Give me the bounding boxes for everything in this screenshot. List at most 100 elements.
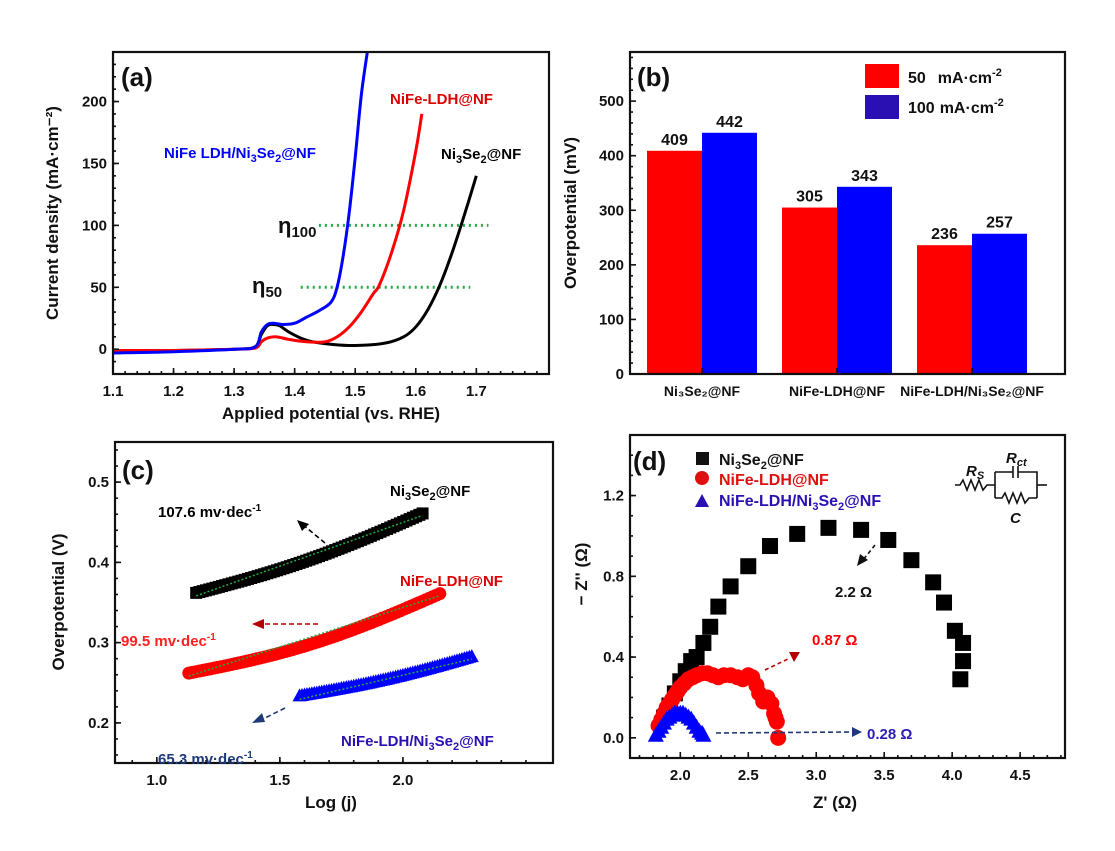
data-point bbox=[710, 598, 727, 615]
panel-c-tafel-plot: 1.0 1.5 2.0 0.2 0.3 0.4 0.5 (c) Log (j) Overp… bbox=[49, 440, 555, 812]
panel-b-y-label: Overpotential (mV) bbox=[561, 137, 580, 289]
x-tick-label: 1.0 bbox=[146, 772, 167, 789]
annotation-text: Se bbox=[257, 145, 275, 162]
y-tick-label: 0.0 bbox=[603, 730, 624, 747]
tafel-slope-ni3se2: 107.6 mv·dec-1 bbox=[158, 503, 262, 521]
legend-value: 50 bbox=[908, 70, 926, 87]
panel-a-y-label: Current density (mA·cm⁻²) bbox=[43, 106, 62, 320]
panel-a-annotation-nife: NiFe-LDH@NF bbox=[390, 91, 493, 108]
bar-1-0 bbox=[782, 207, 837, 374]
bar-2-0 bbox=[917, 245, 972, 374]
data-point bbox=[702, 618, 719, 635]
panel-d-label: (d) bbox=[633, 446, 666, 476]
annotation-sub: 3 bbox=[456, 154, 462, 166]
y-tick-label: 0 bbox=[99, 341, 107, 358]
bar-value-label: 409 bbox=[661, 132, 688, 149]
data-point bbox=[416, 507, 429, 520]
data-point bbox=[762, 538, 779, 555]
annotation-text: Se bbox=[435, 733, 453, 750]
linear-fit-line bbox=[195, 514, 423, 597]
y-tick-label: 0.8 bbox=[603, 568, 624, 585]
annotation-text: NiFe LDH/Ni bbox=[164, 145, 251, 162]
label-sub: ct bbox=[1017, 457, 1028, 469]
y-tick-label: 0.5 bbox=[88, 474, 109, 491]
annotation-text: Ni bbox=[441, 146, 456, 163]
y-tick-label: 400 bbox=[599, 148, 624, 165]
x-tick-label: 4.0 bbox=[942, 767, 963, 784]
series-line-nife-ldh-ni3se2-nf bbox=[113, 52, 369, 355]
panel-d-x-axis: 2.0 2.5 3.0 3.5 4.0 4.5 bbox=[638, 752, 1062, 784]
legend-sub: 3 bbox=[812, 501, 818, 513]
y-tick-label: 100 bbox=[82, 217, 107, 234]
panel-b-legend: 50 mA·cm-2 100 mA·cm-2 bbox=[865, 64, 1004, 119]
y-tick-label: 0.3 bbox=[88, 635, 109, 652]
x-tick-label: 1.1 bbox=[103, 383, 124, 400]
arrow-0-87 bbox=[764, 657, 791, 671]
legend-sub: 2 bbox=[838, 501, 844, 513]
x-tick-label: 1.4 bbox=[284, 383, 306, 400]
x-tick-label: 1.6 bbox=[405, 383, 426, 400]
linear-fit-line bbox=[299, 658, 472, 701]
arrow-head bbox=[297, 520, 309, 531]
arrow-0-28 bbox=[715, 731, 853, 734]
bar-value-label: 343 bbox=[851, 168, 878, 185]
panel-c-frame bbox=[113, 440, 555, 765]
slope-text: 65.3 mv·dec bbox=[158, 751, 244, 768]
data-point bbox=[695, 726, 712, 742]
y-tick-label: 0.4 bbox=[603, 649, 625, 666]
annotation-sub: 2 bbox=[275, 153, 281, 165]
legend-marker-square bbox=[696, 452, 709, 465]
annotation-sub: 3 bbox=[405, 491, 411, 503]
bar-1-1 bbox=[837, 186, 892, 374]
panel-a-label: (a) bbox=[121, 62, 153, 92]
eta100-label: η100 bbox=[278, 213, 316, 241]
rct-ni3se2-value: 2.2 Ω bbox=[835, 584, 872, 601]
y-tick-label: 0.2 bbox=[88, 715, 109, 732]
equivalent-circuit-diagram bbox=[955, 466, 1047, 506]
slope-text: 107.6 mv·dec bbox=[158, 504, 252, 521]
legend-text: Se bbox=[741, 452, 761, 469]
panel-b-x-axis: Ni₃Se₂@NF NiFe-LDH@NF NiFe-LDH/Ni₃Se₂@NF bbox=[664, 368, 1044, 399]
data-point bbox=[740, 558, 757, 575]
legend-value: 100 bbox=[908, 100, 935, 117]
annotation-text: @NF bbox=[436, 483, 471, 500]
arrow-head bbox=[789, 652, 800, 662]
y-tick-label: 100 bbox=[599, 311, 624, 328]
x-tick-label: 1.5 bbox=[345, 383, 366, 400]
panel-a-lsv-plot: 1.1 1.2 1.3 1.4 1.5 1.6 1.7 0 50 100 150 200 (a) A… bbox=[43, 50, 551, 423]
panel-b-frame bbox=[628, 50, 1067, 376]
x-category-label: NiFe-LDH/Ni₃Se₂@NF bbox=[900, 383, 1044, 399]
annotation-sub: 2 bbox=[480, 154, 486, 166]
annotation-text: Se bbox=[462, 146, 480, 163]
label-main: R bbox=[966, 463, 977, 480]
bar-value-label: 236 bbox=[931, 226, 958, 243]
eta-subscript: 50 bbox=[265, 284, 282, 301]
legend-label-ni3se2: Ni3Se2@NF bbox=[719, 452, 804, 472]
data-point bbox=[946, 622, 963, 639]
y-tick-label: 50 bbox=[90, 279, 107, 296]
x-tick-label: 3.0 bbox=[806, 767, 827, 784]
x-tick-label: 1.7 bbox=[466, 383, 487, 400]
data-point bbox=[903, 552, 920, 569]
eta50-label: η50 bbox=[252, 273, 282, 301]
annotation-text: @NF bbox=[459, 733, 494, 750]
annotation-sub: 2 bbox=[453, 741, 459, 753]
y-tick-label: 200 bbox=[599, 257, 624, 274]
series-markers-square bbox=[655, 519, 972, 726]
x-tick-label: 4.5 bbox=[1010, 767, 1031, 784]
annotation-text: @NF bbox=[281, 145, 316, 162]
data-point bbox=[770, 729, 787, 746]
panel-c-plot-area bbox=[182, 507, 479, 702]
eta-symbol: η bbox=[252, 273, 265, 298]
legend-sub: 2 bbox=[761, 460, 767, 472]
legend-sup: -2 bbox=[992, 67, 1002, 79]
panel-d-y-axis: 0.0 0.4 0.8 1.2 bbox=[603, 454, 636, 747]
bar-value-label: 257 bbox=[986, 215, 1013, 232]
annotation-sub: 3 bbox=[429, 741, 435, 753]
label-main: R bbox=[1006, 450, 1017, 467]
panel-d-x-label: Z' (Ω) bbox=[813, 793, 857, 812]
arrow-2-2 bbox=[862, 544, 876, 561]
panel-a-annotation-composite: NiFe LDH/Ni3Se2@NF bbox=[164, 145, 316, 165]
legend-marker-triangle bbox=[695, 494, 709, 507]
bar-0-1 bbox=[702, 132, 757, 374]
